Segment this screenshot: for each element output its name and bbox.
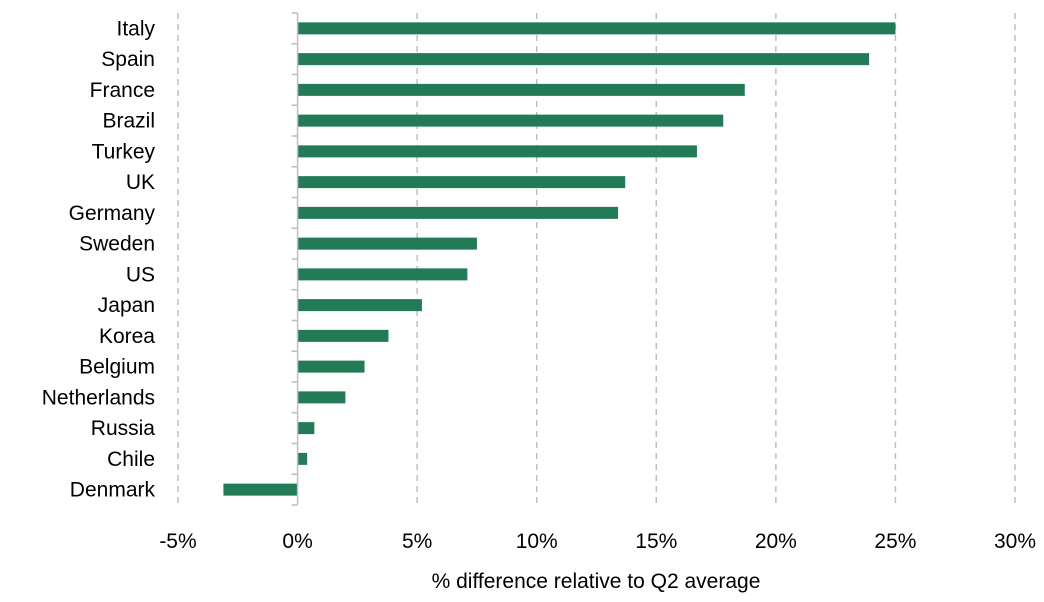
- bar-turkey: [297, 145, 697, 158]
- bar-sweden: [297, 237, 477, 250]
- bar-spain: [297, 53, 870, 66]
- bar-us: [297, 268, 468, 281]
- category-label: Denmark: [70, 479, 156, 502]
- category-label: France: [90, 79, 155, 102]
- x-tick-label: 30%: [994, 530, 1036, 553]
- bar-japan: [297, 299, 422, 312]
- x-tick-labels: -5% 0% 5% 10% 15% 20% 25% 30%: [159, 530, 1036, 553]
- category-label: Russia: [91, 417, 156, 440]
- axes: [291, 12, 299, 506]
- x-tick-label: 25%: [874, 530, 916, 553]
- bar-brazil: [297, 114, 724, 127]
- bar-uk: [297, 176, 626, 189]
- category-label: US: [126, 263, 155, 286]
- category-label: Japan: [98, 294, 155, 317]
- category-label: Germany: [69, 202, 156, 225]
- bar-russia: [297, 422, 315, 435]
- category-label: Spain: [101, 48, 155, 71]
- x-tick-label: -5%: [159, 530, 196, 553]
- x-tick-label: 5%: [402, 530, 432, 553]
- category-label: Chile: [107, 448, 155, 471]
- x-tick-label: 0%: [282, 530, 312, 553]
- category-label: Korea: [99, 325, 155, 348]
- category-label: Italy: [116, 17, 155, 40]
- bar-chile: [297, 452, 308, 465]
- category-label: Belgium: [79, 356, 155, 379]
- category-labels: Italy Spain France Brazil Turkey UK Germany Swe…: [42, 17, 156, 501]
- x-tick-label: 10%: [516, 530, 558, 553]
- x-tick-label: 20%: [755, 530, 797, 553]
- bars: [223, 22, 896, 496]
- category-label: Sweden: [79, 233, 155, 256]
- bar-germany: [297, 206, 619, 219]
- category-label: UK: [126, 171, 155, 194]
- bar-belgium: [297, 360, 365, 373]
- x-tick-label: 15%: [635, 530, 677, 553]
- bar-netherlands: [297, 391, 346, 404]
- bar-denmark: [223, 483, 298, 496]
- bar-korea: [297, 329, 389, 342]
- category-label: Netherlands: [42, 386, 155, 409]
- bar-italy: [297, 22, 896, 35]
- bar-france: [297, 83, 745, 96]
- category-label: Brazil: [102, 110, 155, 133]
- category-label: Turkey: [92, 140, 156, 163]
- x-axis-title: % difference relative to Q2 average: [432, 570, 761, 593]
